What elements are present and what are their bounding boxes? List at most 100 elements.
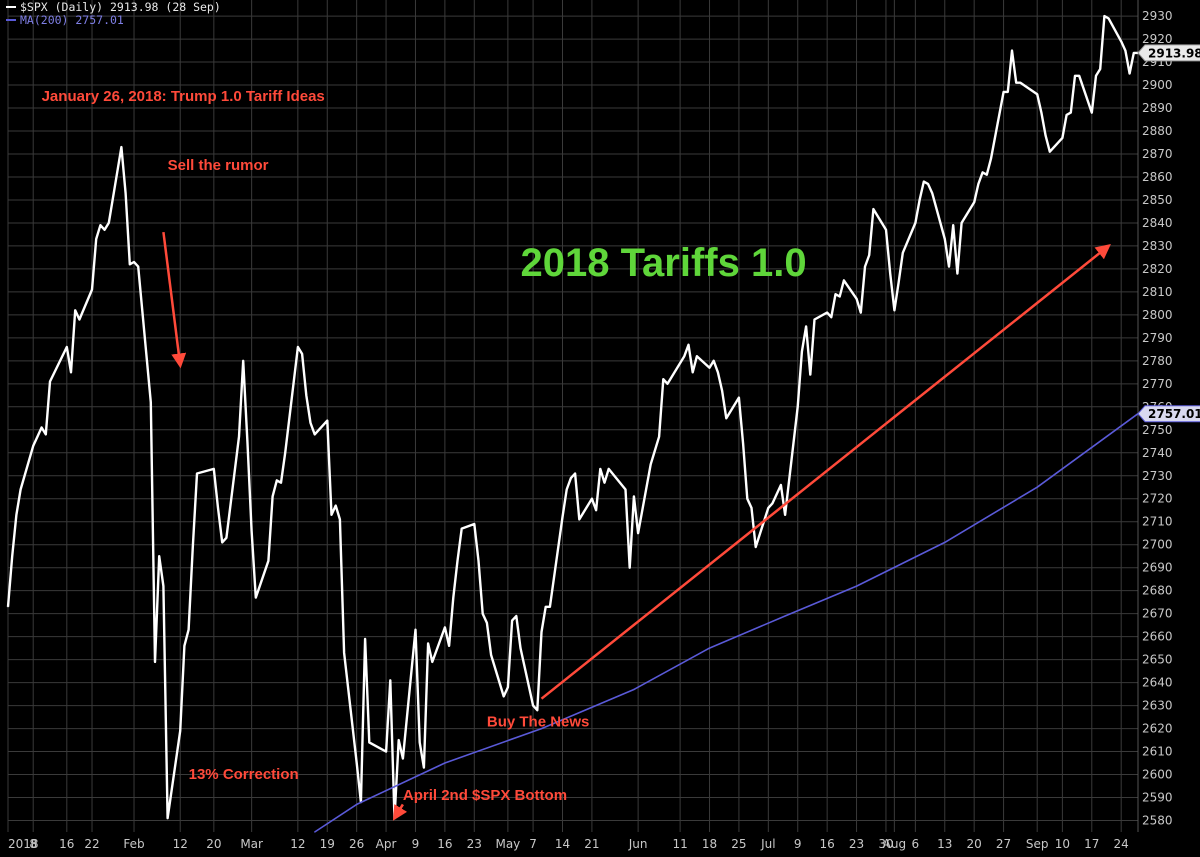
- spx-last-value-badge: 2913.98: [1137, 44, 1200, 62]
- spx-data-point: [713, 360, 715, 362]
- spx-data-point: [839, 295, 841, 298]
- spx-data-point: [826, 312, 828, 314]
- annotation-arrow: [392, 803, 408, 821]
- y-tick-label: 2640: [1142, 676, 1173, 690]
- spx-data-point: [15, 514, 17, 516]
- x-tick-label: 16: [437, 837, 452, 851]
- spx-data-point: [767, 507, 769, 509]
- spx-data-point: [297, 346, 299, 348]
- spx-data-point: [961, 222, 963, 224]
- spx-data-point: [1099, 68, 1101, 70]
- spx-data-point: [213, 468, 215, 470]
- spx-data-point: [32, 445, 34, 447]
- spx-data-point: [238, 436, 240, 438]
- spx-data-point: [419, 741, 421, 744]
- annotation-arrow: [540, 244, 1111, 700]
- spx-data-point: [217, 507, 219, 509]
- legend: $SPX (Daily) 2913.98 (28 Sep)MA(200) 275…: [6, 0, 221, 27]
- y-tick-label: 2700: [1142, 538, 1173, 552]
- spx-data-point: [280, 482, 282, 484]
- spx-data-point: [398, 739, 400, 741]
- ma200-data-point: [356, 803, 358, 806]
- spx-data-point: [629, 567, 631, 569]
- ma200-data-point: [444, 762, 446, 764]
- spx-data-point: [725, 417, 727, 419]
- spx-data-point: [511, 620, 513, 622]
- spx-data-point: [603, 482, 606, 484]
- y-tick-label: 2830: [1142, 239, 1173, 253]
- spx-data-point: [885, 229, 887, 231]
- spx-data-point: [973, 201, 975, 203]
- spx-data-point: [801, 351, 803, 353]
- spx-data-point: [225, 537, 227, 539]
- y-tick-label: 2610: [1142, 745, 1173, 759]
- spx-data-point: [448, 645, 450, 647]
- legend-entry-spx: $SPX (Daily) 2913.98 (28 Sep): [20, 0, 221, 14]
- spx-data-point: [654, 449, 656, 452]
- spx-data-point: [276, 479, 278, 481]
- spx-data-point: [162, 585, 164, 587]
- spx-data-point: [364, 638, 366, 640]
- spx-data-point: [242, 360, 244, 362]
- x-tick-label: 26: [349, 837, 364, 851]
- ma200-data-point: [856, 585, 858, 587]
- y-tick-label: 2920: [1142, 32, 1173, 46]
- spx-data-point: [738, 397, 740, 399]
- spx-data-point: [515, 615, 517, 617]
- spx-data-point: [696, 355, 698, 357]
- spx-data-point: [608, 468, 610, 470]
- spx-data-point: [561, 516, 564, 518]
- badge-value: 2913.98: [1148, 46, 1200, 60]
- spx-data-point: [771, 502, 774, 504]
- spx-data-point: [545, 606, 547, 608]
- spx-data-point: [41, 426, 43, 429]
- spx-data-point: [595, 509, 597, 511]
- text-annotation: January 26, 2018: Trump 1.0 Tariff Ideas: [42, 88, 325, 105]
- x-tick-label: Feb: [123, 837, 144, 851]
- spx-data-point: [990, 158, 992, 160]
- x-tick-label: Jun: [628, 837, 648, 851]
- spx-data-point: [49, 380, 51, 383]
- spx-data-point: [1066, 114, 1068, 116]
- spx-data-point: [952, 224, 954, 226]
- spx-data-point: [267, 560, 269, 562]
- spx-data-point: [78, 318, 80, 321]
- x-tick-label: 14: [555, 837, 570, 851]
- spx-data-point: [914, 222, 917, 224]
- spx-data-point: [956, 272, 959, 275]
- spx-data-point: [931, 192, 933, 194]
- spx-data-point: [948, 266, 950, 268]
- text-annotation: 13% Correction: [189, 766, 299, 783]
- y-tick-label: 2650: [1142, 653, 1173, 667]
- text-annotation: Sell the rumor: [168, 157, 269, 174]
- y-tick-label: 2780: [1142, 354, 1173, 368]
- spx-data-point: [683, 355, 685, 357]
- spx-data-point: [809, 374, 811, 376]
- spx-data-point: [368, 741, 370, 744]
- spx-data-point: [666, 383, 669, 385]
- spx-data-point: [423, 767, 425, 769]
- spx-data-point: [339, 518, 341, 521]
- spx-data-point: [986, 174, 988, 176]
- y-tick-label: 2850: [1142, 193, 1173, 207]
- ma200-data-point: [1036, 486, 1038, 488]
- y-tick-label: 2800: [1142, 308, 1173, 322]
- spx-data-point: [637, 532, 639, 534]
- spx-data-point: [599, 468, 601, 470]
- spx-data-point: [591, 498, 593, 500]
- spx-data-point: [179, 730, 181, 732]
- x-tick-label: 12: [173, 837, 188, 851]
- badge-value: 2757.01: [1148, 407, 1200, 421]
- spx-data-point: [532, 705, 534, 707]
- y-tick-label: 2710: [1142, 515, 1173, 529]
- spx-data-point: [452, 597, 454, 599]
- spx-data-point: [662, 378, 664, 380]
- spx-data-point: [314, 433, 316, 435]
- spx-data-point: [133, 261, 135, 263]
- spx-data-point: [389, 679, 391, 681]
- text-annotation: April 2nd $SPX Bottom: [403, 787, 567, 804]
- y-tick-label: 2740: [1142, 446, 1173, 460]
- text-annotation: Buy The News: [487, 713, 590, 730]
- spx-data-point: [797, 406, 799, 408]
